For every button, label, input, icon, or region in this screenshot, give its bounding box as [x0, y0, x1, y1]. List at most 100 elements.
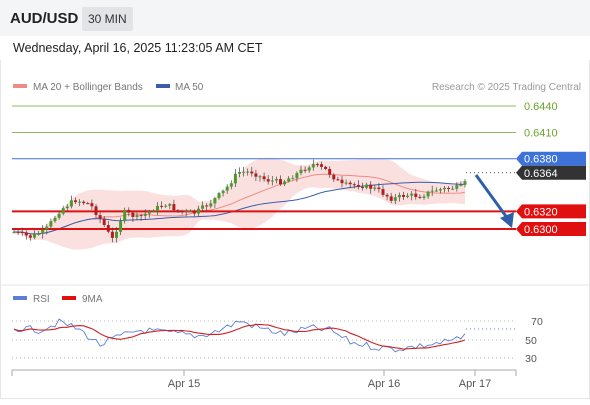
candle-body — [139, 215, 143, 217]
interval-button[interactable]: 30 MIN — [82, 7, 133, 31]
candle-body — [94, 206, 98, 216]
candle-body — [205, 205, 209, 207]
candle-body — [225, 186, 229, 191]
candle-body — [336, 179, 340, 181]
forecast-arrow — [474, 174, 514, 228]
rsi-line — [13, 318, 466, 353]
candle-body — [393, 197, 397, 201]
candle-body — [414, 193, 418, 197]
level-06300-label: 0.6300 — [524, 224, 558, 236]
rsi-legend-label: RSI — [33, 294, 50, 305]
rsi-level-30: 30 — [525, 353, 537, 365]
candle-body — [20, 232, 24, 234]
candle-body — [24, 232, 28, 236]
candle-body — [143, 213, 147, 216]
candle-body — [41, 229, 45, 234]
candle-body — [254, 173, 258, 177]
candle-body — [115, 231, 118, 238]
candle-body — [45, 226, 49, 230]
level-06380-tag — [516, 151, 586, 166]
level-06364-tag — [516, 165, 586, 180]
candle-body — [315, 164, 319, 166]
candle-body — [459, 184, 463, 186]
candle-body — [295, 173, 299, 179]
rsi-9ma-line — [13, 323, 466, 350]
candle-body — [188, 210, 192, 212]
candle-body — [246, 171, 250, 173]
candle-body — [213, 198, 217, 204]
candle-body — [16, 231, 20, 233]
candle-body — [356, 184, 360, 187]
candle-body — [361, 186, 364, 188]
candle-body — [106, 225, 110, 232]
level-06300-tag — [516, 222, 586, 236]
candle-body — [389, 196, 393, 201]
rsi-grid — [12, 320, 516, 359]
candle-body — [447, 187, 451, 189]
candle-body — [299, 169, 303, 174]
9ma-legend-swatch — [62, 296, 76, 300]
candle-body — [274, 179, 278, 181]
candle-body — [192, 210, 196, 214]
candle-body — [160, 205, 164, 207]
level-06410-label: 0.6410 — [524, 127, 558, 139]
candle-body — [168, 204, 172, 206]
candle-body — [410, 193, 414, 196]
candle-body — [229, 183, 233, 187]
candle-body — [406, 195, 410, 197]
x-tick-apr17: Apr 17 — [459, 378, 491, 390]
candle-body — [430, 190, 434, 192]
candle-body — [156, 205, 159, 212]
candle-body — [418, 196, 422, 198]
candle-body — [69, 200, 73, 207]
ma50-legend-swatch — [156, 84, 170, 88]
ma20-legend-swatch — [13, 84, 27, 88]
candle-body — [324, 166, 328, 169]
candle-body — [373, 187, 377, 189]
9ma-legend-label: 9MA — [82, 294, 103, 305]
candle-body — [184, 211, 188, 213]
candle-body — [307, 167, 311, 171]
candle-body — [74, 200, 77, 203]
candle-body — [340, 179, 344, 184]
candle-body — [78, 201, 82, 203]
candle-body — [455, 185, 459, 189]
rsi-level-50: 50 — [525, 335, 537, 347]
candle-body — [90, 203, 94, 207]
candle-body — [164, 205, 168, 207]
candle-body — [332, 174, 336, 180]
candle-body — [123, 209, 127, 222]
candle-body — [385, 194, 389, 197]
candle-body — [369, 184, 373, 189]
level-06440-label: 0.6440 — [524, 101, 558, 113]
candle-body — [135, 215, 139, 218]
candle-body — [422, 196, 426, 198]
candle-body — [127, 209, 131, 213]
candle-body — [250, 171, 254, 174]
moving-averages — [13, 173, 466, 235]
candle-body — [451, 188, 455, 190]
ma20-legend-label: MA 20 + Bollinger Bands — [33, 82, 143, 93]
candle-body — [12, 231, 16, 233]
candle-body — [242, 171, 246, 173]
candle-body — [270, 180, 274, 182]
candle-body — [33, 233, 36, 238]
candle-body — [397, 195, 401, 198]
candle-body — [131, 212, 135, 218]
candle-body — [98, 215, 102, 219]
header-bar: AUD/USD 30 MIN — [0, 0, 590, 36]
candle-body — [197, 208, 200, 214]
candle-body — [352, 184, 356, 186]
candle-body — [53, 217, 57, 222]
candle-body — [426, 191, 430, 197]
candle-body — [287, 178, 291, 182]
candle-body — [320, 164, 323, 167]
candle-body — [180, 210, 184, 213]
candle-body — [438, 189, 442, 191]
x-tick-apr16: Apr 16 — [368, 378, 400, 390]
candle-body — [283, 181, 287, 185]
rsi-level-70: 70 — [531, 316, 543, 328]
candle-body — [57, 213, 61, 218]
candle-body — [303, 169, 307, 171]
